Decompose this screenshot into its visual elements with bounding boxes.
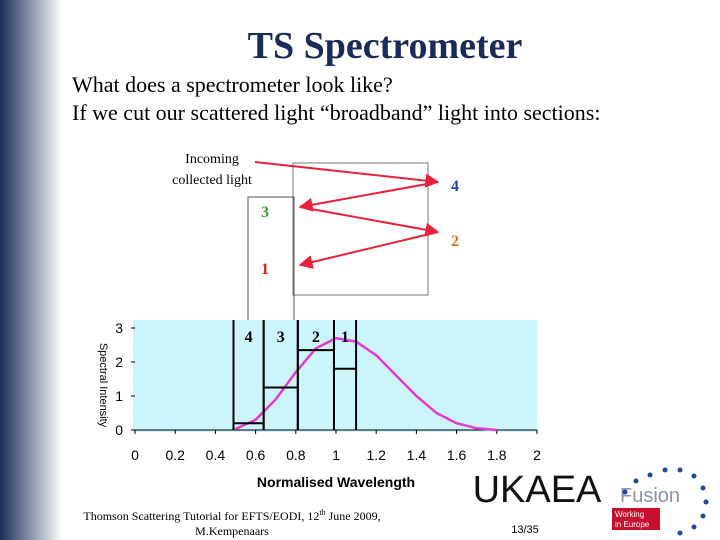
page-number: 13/35 (511, 524, 539, 536)
bin-label: 4 (245, 329, 253, 346)
slide-title: TS Spectrometer (248, 25, 523, 67)
footer-citation: Thomson Scattering Tutorial for EFTS/EOD… (83, 508, 380, 523)
y-tick-label: 0 (115, 422, 123, 438)
plot-area (133, 320, 537, 432)
section-label: 4 (451, 178, 459, 195)
incoming-label: collected light (172, 173, 252, 188)
y-tick-label: 3 (115, 320, 123, 336)
x-tick-label: 1.6 (447, 447, 467, 463)
section-label: 3 (261, 204, 269, 221)
bin-label: 2 (312, 329, 320, 346)
curve (234, 336, 497, 432)
bin-label: 3 (277, 329, 285, 346)
section-label: 2 (451, 233, 459, 250)
y-axis-label: Spectral Intensity (97, 343, 109, 428)
y-tick-label: 2 (115, 354, 123, 370)
x-tick-label: 1 (332, 447, 340, 463)
light-path (254, 161, 440, 269)
x-tick-label: 0 (131, 447, 139, 463)
footer-author: M.Kempenaars (195, 524, 269, 538)
section-label: 1 (261, 261, 269, 278)
logo-tag-bg (612, 508, 660, 530)
x-axis-label: Normalised Wavelength (257, 474, 415, 490)
x-tick-label: 0.4 (206, 447, 226, 463)
x-tick-label: 1.8 (487, 447, 507, 463)
text-line: If we cut our scattered light “broadband… (72, 100, 600, 125)
citation-part: Thomson Scattering Tutorial for EFTS/EOD… (83, 509, 319, 523)
x-tick-label: 1.2 (366, 447, 386, 463)
logo-tag: in Europe (615, 520, 650, 529)
x-tick-label: 0.6 (246, 447, 266, 463)
text-line: What does a spectrometer look like? (72, 72, 393, 97)
x-tick-label: 2 (533, 447, 541, 463)
logo-stars (622, 467, 709, 536)
x-tick-label: 0.2 (165, 447, 185, 463)
logo-name: UKAEA (473, 469, 602, 511)
incoming-label: Incoming (185, 152, 239, 167)
bin-label: 1 (341, 329, 349, 346)
citation-part: th (319, 508, 325, 517)
x-tick-label: 0.8 (286, 447, 306, 463)
logo-tag: Working (615, 510, 644, 519)
slit-box (247, 196, 295, 330)
x-tick-label: 1.4 (407, 447, 427, 463)
spectrometer-box (292, 162, 429, 296)
chart: 0 1 2 3 0 0.2 0.4 0.6 0.8 1 1.2 1.4 1.6 1.8 2 Normalise… (97, 320, 541, 490)
y-tick-label: 1 (115, 388, 123, 404)
logo-sub: Fusion (620, 485, 680, 507)
side-band (0, 0, 62, 540)
citation-part: June 2009, (326, 509, 381, 523)
